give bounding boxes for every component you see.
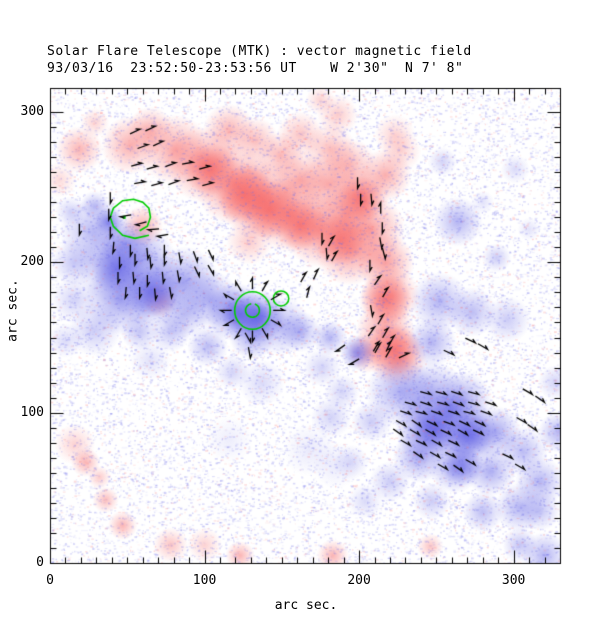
x-tick-label: 0 [46, 573, 54, 588]
y-axis-label: arc sec. [5, 279, 21, 342]
y-tick-label: 200 [20, 254, 44, 270]
y-tick-label: 300 [20, 104, 44, 120]
x-tick-label: 100 [192, 573, 217, 588]
y-tick-label: 100 [20, 404, 44, 420]
y-tick-label: 0 [36, 555, 44, 570]
x-axis-label: arc sec. [274, 598, 338, 613]
plot-title: Solar Flare Telescope (MTK) : vector mag… [47, 44, 472, 59]
x-tick-label: 300 [501, 573, 526, 588]
x-tick-label: 200 [347, 573, 371, 588]
plot-subtitle: 93/03/16 23:52:50-23:53:56 UT W 2'30" N … [47, 61, 464, 76]
